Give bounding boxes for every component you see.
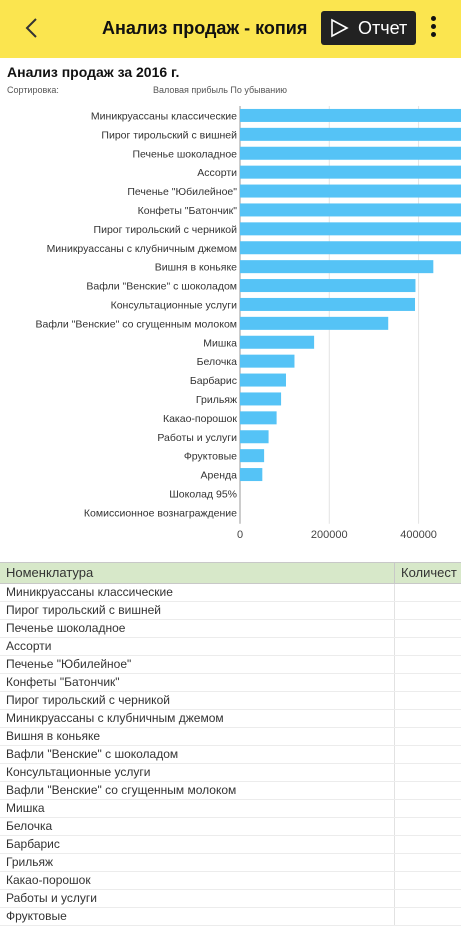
row-name-cell: Какао-порошок [6,873,91,887]
bar[interactable] [240,165,461,179]
row-name-cell: Конфеты "Батончик" [6,675,120,689]
category-label: Миникруассаны классические [91,110,237,122]
bar[interactable] [240,260,434,274]
bar[interactable] [240,241,461,255]
category-label: Вафли "Венские" со сгущенным молоком [36,318,238,330]
bar[interactable] [240,297,416,311]
row-name-cell: Фруктовые [6,909,67,923]
row-name-cell: Работы и услуги [6,891,98,905]
table-row[interactable]: Миникруассаны с клубничным джемом [0,710,461,728]
row-name-cell: Пирог тирольский с вишней [6,603,161,617]
row-name-cell: Печенье шоколадное [6,621,126,635]
table-row[interactable]: Мишка [0,800,461,818]
row-name-cell: Печенье "Юбилейное" [6,657,132,671]
category-label: Белочка [197,356,238,368]
category-label: Печенье "Юбилейное" [127,186,237,198]
table-row[interactable]: Грильяж [0,854,461,872]
table-row[interactable]: Белочка [0,818,461,836]
app-toolbar: Анализ продаж - копия Отчет [0,0,461,58]
table-row[interactable]: Вафли "Венские" с шоколадом [0,746,461,764]
bar[interactable] [240,411,277,425]
category-label: Печенье шоколадное [132,148,237,160]
column-header-nomenclature[interactable]: Номенклатура [6,565,94,580]
nomenclature-table: Номенклатура Количест Миникруассаны клас… [0,562,461,926]
bar[interactable] [240,127,461,141]
sales-bar-chart: 0 200000 400000 Миникруассаны классические П… [36,106,461,540]
report-button-label: Отчет [358,18,408,38]
bar[interactable] [240,222,461,236]
category-label: Грильяж [196,394,237,406]
table-row[interactable]: Пирог тирольский с вишней [0,602,461,620]
category-label: Барбарис [190,375,237,387]
app-title: Анализ продаж - копия [102,18,308,38]
table-row[interactable]: Барбарис [0,836,461,854]
row-name-cell: Ассорти [6,639,52,653]
table-row[interactable]: Пирог тирольский с черникой [0,692,461,710]
x-tick-label: 200000 [311,529,348,540]
more-menu-icon[interactable] [425,14,441,44]
category-label: Миникруассаны с клубничным джемом [47,243,237,255]
bar[interactable] [240,184,461,198]
category-label: Вишня в коньяке [155,262,237,274]
row-name-cell: Консультационные услуги [6,765,151,779]
bar[interactable] [240,146,461,160]
category-label: Работы и услуги [157,432,237,444]
bar[interactable] [240,354,295,368]
category-label: Ассорти [197,167,237,179]
bar[interactable] [240,335,315,349]
play-icon [329,18,351,43]
table-row[interactable]: Работы и услуги [0,890,461,908]
table-row[interactable]: Вафли "Венские" со сгущенным молоком [0,782,461,800]
row-name-cell: Мишка [6,801,45,815]
table-row[interactable]: Миникруассаны классические [0,584,461,602]
row-name-cell: Вафли "Венские" со сгущенным молоком [6,783,237,797]
bar[interactable] [240,316,389,330]
table-row[interactable]: Печенье "Юбилейное" [0,656,461,674]
row-name-cell: Барбарис [6,837,60,851]
row-name-cell: Вафли "Венские" с шоколадом [6,747,179,761]
category-label: Вафли "Венские" с шоколадом [86,281,237,293]
category-label: Комиссионное вознаграждение [84,507,237,519]
category-label: Мишка [203,337,237,349]
category-label: Пирог тирольский с черникой [94,224,238,236]
sort-value: Валовая прибыль По убыванию [153,85,288,95]
report-button[interactable]: Отчет [321,11,416,45]
row-name-cell: Миникруассаны с клубничным джемом [6,711,224,725]
bar[interactable] [240,449,265,463]
row-name-cell: Вишня в коньяке [6,729,100,743]
column-header-quantity[interactable]: Количест [401,565,457,580]
bar[interactable] [240,203,461,217]
table-header: Номенклатура Количест [0,563,461,584]
category-label: Пирог тирольский с вишней [101,129,237,141]
row-name-cell: Грильяж [6,855,53,869]
sort-label: Сортировка: [7,85,59,95]
bar[interactable] [240,430,269,444]
table-row[interactable]: Фруктовые [0,908,461,926]
table-row[interactable]: Вишня в коньяке [0,728,461,746]
bar[interactable] [240,392,282,406]
category-label: Конфеты "Батончик" [138,205,238,217]
row-name-cell: Пирог тирольский с черникой [6,693,170,707]
category-label: Фруктовые [184,451,237,463]
category-label: Аренда [201,470,238,482]
table-row[interactable]: Конфеты "Батончик" [0,674,461,692]
row-name-cell: Белочка [6,819,53,833]
category-label: Какао-порошок [163,413,237,425]
category-label: Шоколад 95% [169,488,237,500]
bar[interactable] [240,279,416,293]
bar[interactable] [240,468,263,482]
table-row[interactable]: Какао-порошок [0,872,461,890]
category-label: Консультационные услуги [111,299,238,311]
bar[interactable] [240,373,286,387]
table-row[interactable]: Консультационные услуги [0,764,461,782]
table-row[interactable]: Ассорти [0,638,461,656]
table-row[interactable]: Печенье шоколадное [0,620,461,638]
back-arrow-icon[interactable] [18,14,46,42]
report-title: Анализ продаж за 2016 г. [7,64,180,80]
row-name-cell: Миникруассаны классические [6,585,173,599]
x-tick-label: 400000 [400,529,437,540]
x-tick-label: 0 [237,529,243,540]
bar[interactable] [240,108,461,122]
